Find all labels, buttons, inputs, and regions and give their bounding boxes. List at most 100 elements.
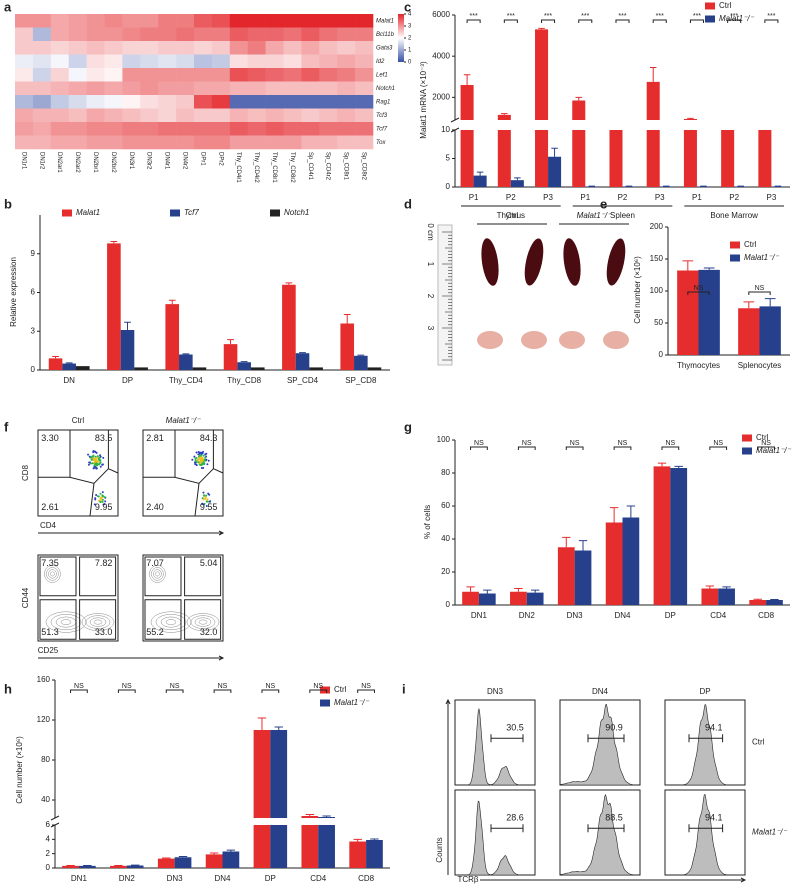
heat-cell	[122, 27, 141, 42]
heat-cell	[122, 95, 141, 109]
heat-cell	[140, 54, 159, 69]
contour	[151, 567, 164, 581]
event-dot	[87, 463, 90, 466]
ruler-label: 0 cm	[426, 223, 435, 241]
heat-cell	[337, 122, 356, 136]
heat-cell	[229, 81, 248, 96]
event-dot	[92, 450, 95, 453]
thymus	[477, 331, 503, 349]
heat-cell	[122, 41, 141, 55]
heat-cell	[247, 108, 266, 123]
heat-cell	[158, 14, 177, 28]
heat-cell	[337, 81, 356, 96]
x-tick-label: Thymocytes	[677, 361, 720, 370]
ruler-label: 2	[426, 294, 435, 299]
contour	[81, 613, 115, 631]
column-label: DN4r2	[181, 152, 187, 170]
x-tick-label: P3	[766, 193, 776, 202]
heat-cell	[15, 95, 34, 109]
legend-label: Malat1⁻/⁻	[719, 14, 754, 23]
column-label: DN3r1	[128, 152, 134, 170]
thymus	[603, 331, 629, 349]
colorbar-tick-label: 2	[408, 36, 412, 42]
heat-cell	[337, 27, 356, 42]
y-tick-label: 4000	[432, 51, 450, 60]
bar	[134, 367, 148, 370]
heat-cell	[140, 122, 159, 136]
event-dot	[87, 453, 90, 456]
heat-cell	[301, 108, 320, 123]
significance-label: NS	[474, 440, 484, 447]
bar	[738, 308, 760, 355]
group-label: Malat1⁻/⁻	[577, 211, 612, 220]
bar	[677, 270, 699, 355]
x-tick-label: P1	[580, 193, 590, 202]
heat-cell	[211, 81, 231, 96]
heat-cell	[50, 14, 69, 28]
y-axis-label: Counts	[435, 837, 444, 862]
significance-bracket	[709, 446, 728, 450]
colorbar	[398, 14, 404, 62]
event-dot	[195, 451, 198, 454]
thymus	[521, 331, 547, 349]
event-dot	[200, 459, 203, 462]
gate-value: 9.95	[95, 502, 113, 512]
column-label: DN2br2	[110, 152, 116, 173]
significance-bracket	[470, 446, 488, 450]
heat-cell	[229, 27, 248, 42]
heat-cell	[194, 27, 213, 42]
contour	[153, 569, 162, 579]
bar	[749, 600, 767, 605]
heat-cell	[158, 108, 177, 123]
group-label: Bone Marrow	[710, 211, 758, 220]
error-bar	[578, 540, 588, 551]
significance-bracket	[757, 446, 775, 450]
error-bar	[162, 857, 171, 859]
colorbar-tick-label: 0	[408, 60, 412, 66]
heat-cell	[86, 54, 105, 69]
heat-cell	[86, 95, 105, 109]
heat-cell	[158, 122, 177, 136]
x-tick-label: Thy_CD8	[227, 376, 261, 385]
error-bar	[305, 814, 315, 816]
event-dot	[94, 450, 97, 453]
heat-cell	[283, 41, 302, 55]
heat-cell	[140, 95, 159, 109]
event-dot	[95, 494, 98, 497]
contour	[46, 567, 59, 581]
error-bar	[705, 585, 715, 589]
error-bar	[530, 589, 540, 593]
significance-label: NS	[74, 683, 84, 690]
heat-cell	[211, 27, 231, 42]
column-label: Thy_CD8r2	[289, 152, 295, 183]
significance-bracket	[727, 19, 742, 23]
contour	[165, 619, 177, 625]
gate-value: 3.30	[41, 433, 59, 443]
heat-cell	[355, 135, 374, 150]
bar	[605, 522, 623, 605]
event-dot	[204, 497, 207, 500]
event-dot	[203, 463, 206, 466]
x-tick-label: DN4	[614, 611, 631, 620]
event-dot	[199, 460, 202, 463]
heat-cell	[355, 41, 374, 55]
bar	[301, 816, 319, 868]
column-label: DP	[699, 687, 710, 696]
bar	[349, 841, 367, 868]
error-bar	[124, 321, 131, 330]
significance-bracket	[357, 689, 375, 693]
bar	[223, 344, 238, 370]
x-axis-label: CD4	[40, 521, 57, 530]
heat-cell	[15, 108, 34, 123]
group-label: Thymus	[497, 211, 525, 220]
heat-cell	[247, 54, 266, 69]
bar	[62, 363, 76, 370]
bar	[75, 366, 90, 370]
significance-bracket	[689, 19, 704, 23]
bar	[609, 130, 623, 187]
heat-cell	[319, 108, 338, 123]
legend-swatch	[742, 434, 752, 442]
error-bar	[168, 299, 176, 305]
x-tick-label: P2	[618, 193, 628, 202]
significance-label: NS	[170, 683, 180, 690]
